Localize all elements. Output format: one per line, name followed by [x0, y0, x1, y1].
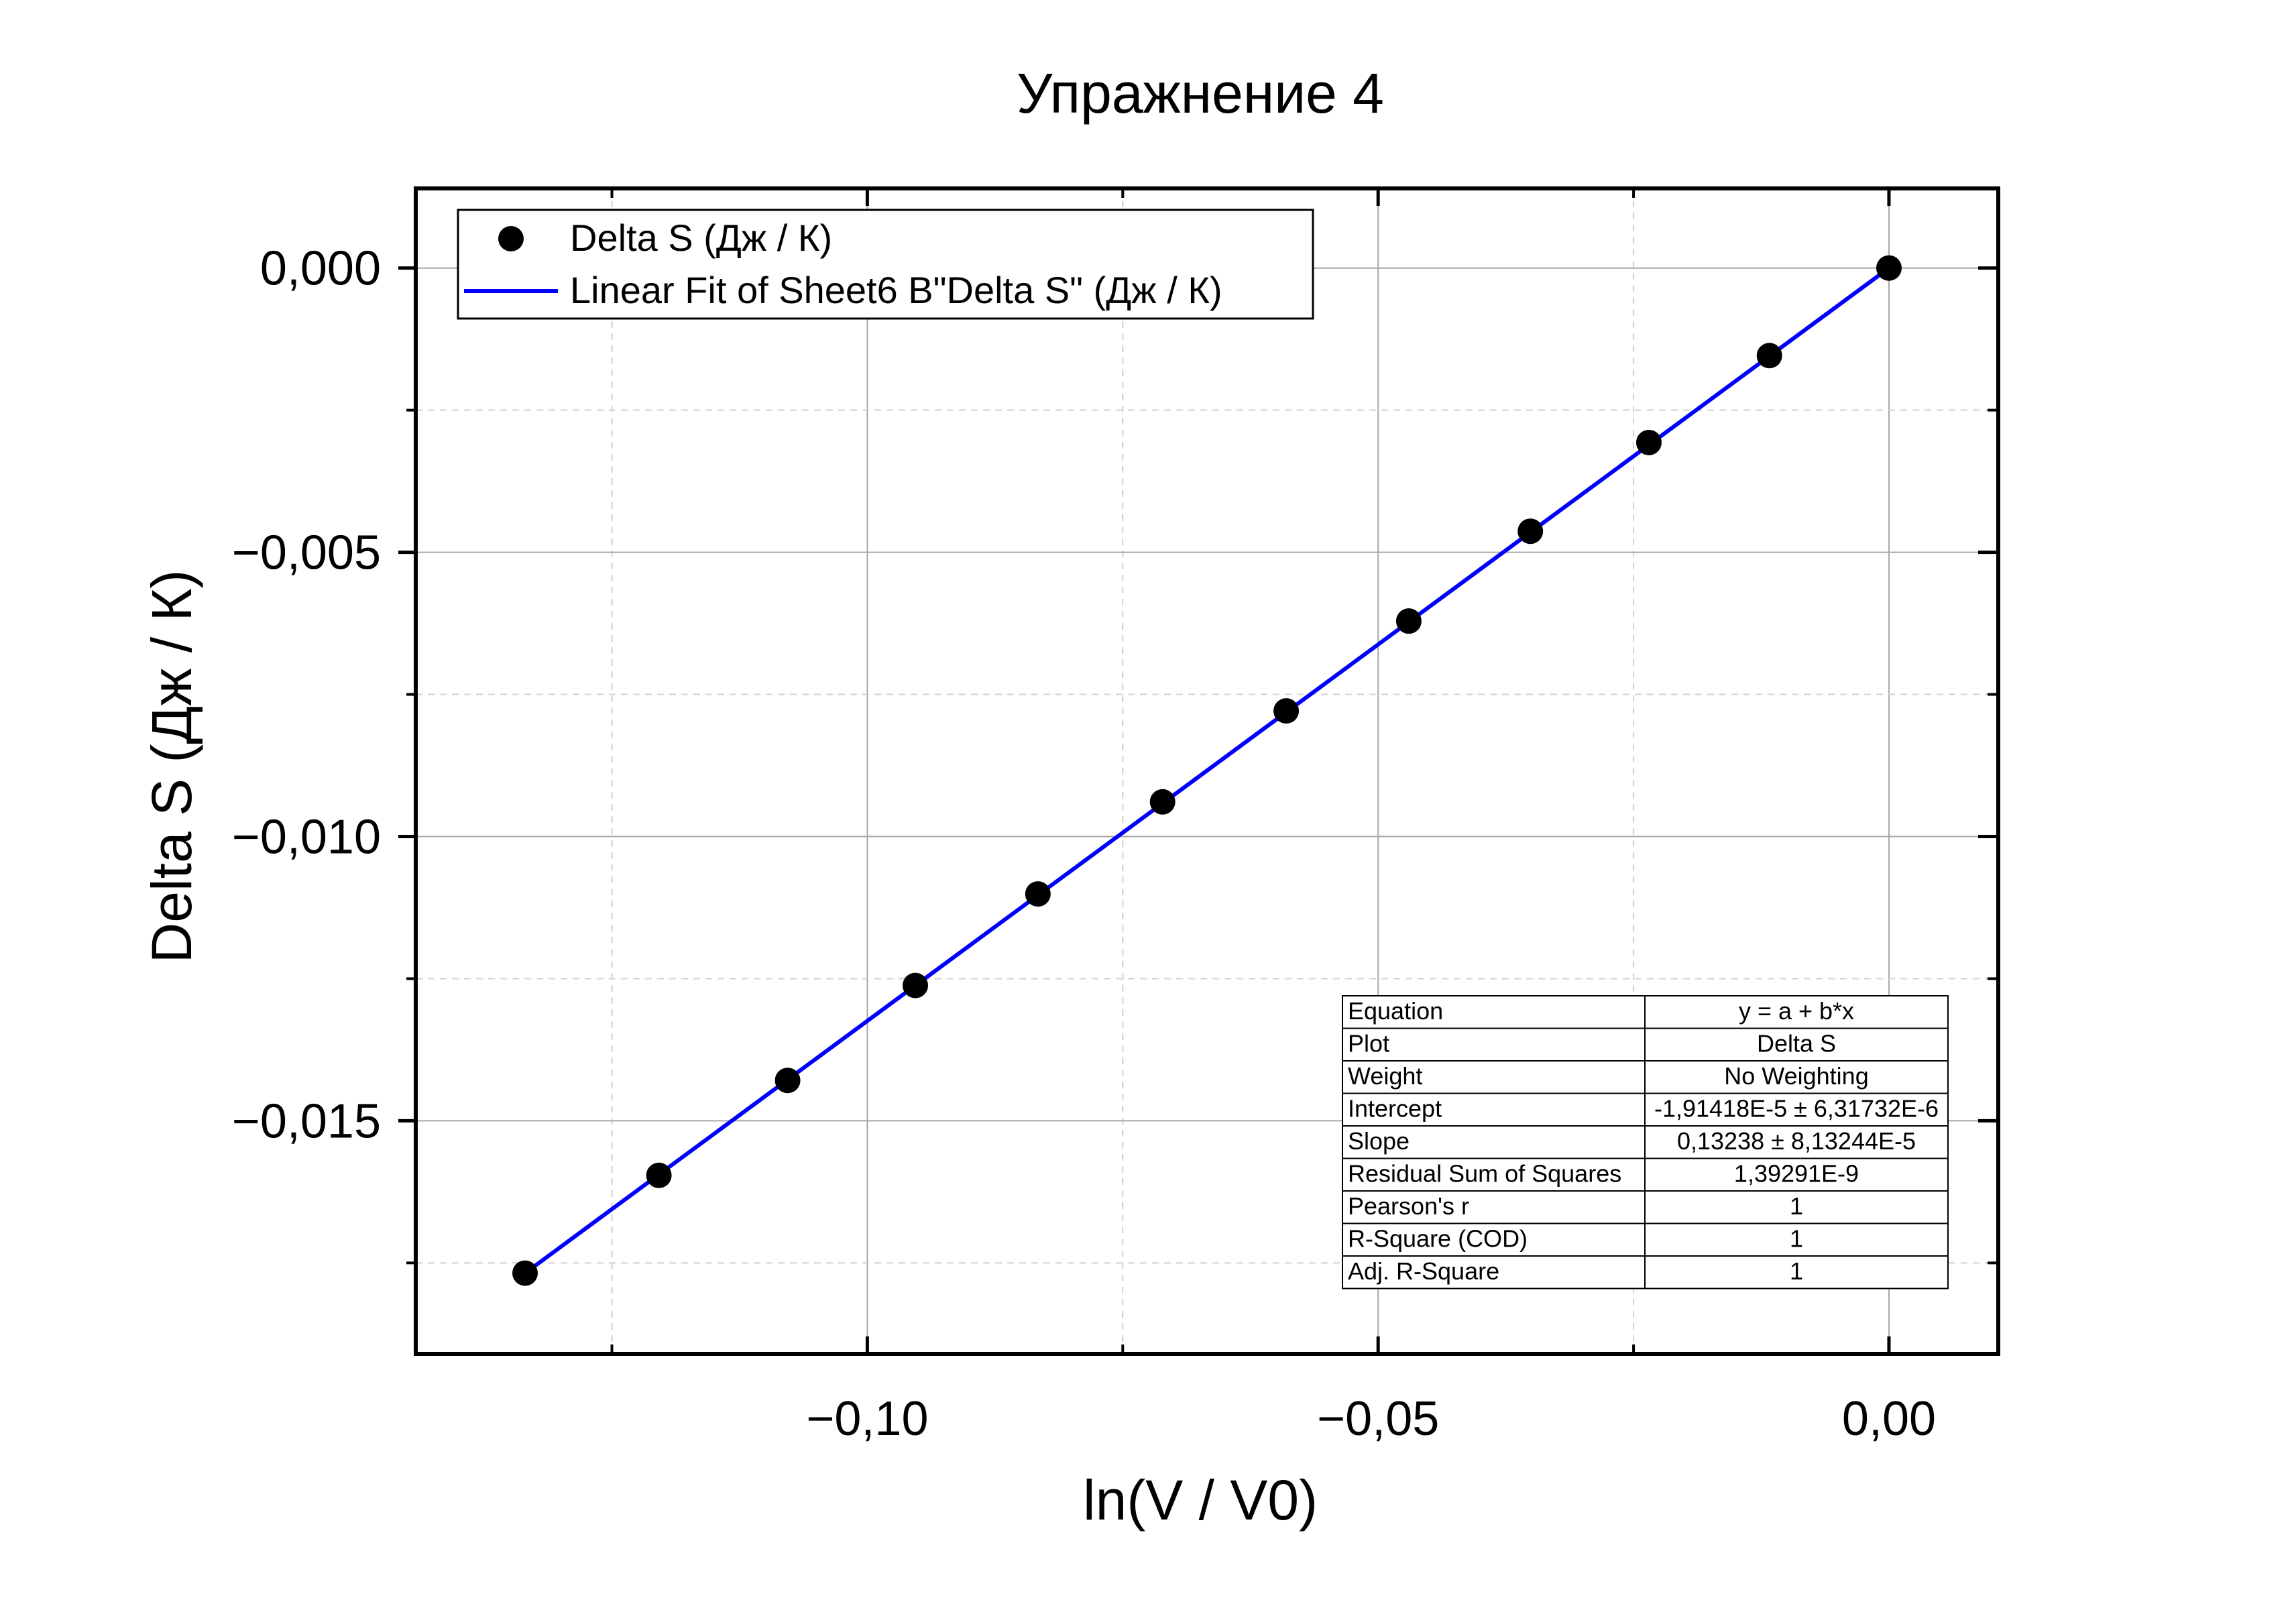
chart-title: Упражнение 4 — [1017, 62, 1384, 125]
fit-table-label: Equation — [1348, 997, 1443, 1025]
legend-label-fit: Linear Fit of Sheet6 B"Delta S" (Дж / К) — [570, 269, 1222, 311]
data-point — [1517, 518, 1544, 545]
data-point — [1876, 255, 1902, 281]
fit-table-value: 1 — [1790, 1257, 1803, 1285]
fit-table-value: -1,91418E-5 ± 6,31732E-6 — [1654, 1094, 1939, 1122]
y-tick-label: −0,015 — [232, 1094, 381, 1148]
data-point — [646, 1162, 672, 1188]
data-point — [1756, 343, 1782, 369]
data-point — [1025, 881, 1051, 907]
fit-table-value: 1 — [1790, 1192, 1803, 1220]
plot-area-series — [512, 255, 1902, 1286]
y-axis-label: Delta S (Дж / К) — [140, 570, 203, 964]
x-tick-label: −0,05 — [1317, 1392, 1439, 1446]
fit-table-label: Pearson's r — [1348, 1192, 1469, 1220]
axis-ticks: −0,10 −0,05 0,00 0,000 −0,005 −0,010 −0,015 — [232, 188, 1998, 1446]
data-point — [1149, 789, 1175, 815]
fit-table-value: y = a + b*x — [1739, 997, 1854, 1025]
x-axis-label: ln(V / V0) — [1083, 1469, 1318, 1532]
fit-table-label: Slope — [1348, 1127, 1410, 1155]
legend-label-points: Delta S (Дж / К) — [570, 217, 832, 259]
fit-table-label: Residual Sum of Squares — [1348, 1159, 1621, 1187]
fit-table-value: 0,13238 ± 8,13244E-5 — [1677, 1127, 1916, 1155]
data-point — [512, 1260, 538, 1286]
data-point — [1395, 608, 1422, 634]
legend-box — [457, 209, 1314, 320]
data-point — [1273, 698, 1300, 724]
fit-table-label: Intercept — [1348, 1094, 1442, 1122]
y-tick-label: −0,005 — [232, 526, 381, 580]
plot-frame — [414, 186, 2000, 1356]
fit-table-value: 1,39291E-9 — [1734, 1159, 1859, 1187]
data-point — [1635, 429, 1662, 455]
fit-table-value: 1 — [1790, 1224, 1803, 1252]
data-point — [774, 1068, 801, 1094]
x-tick-label: −0,10 — [806, 1392, 928, 1446]
fit-line — [524, 266, 1890, 1275]
fit-table-label: Weight — [1348, 1062, 1422, 1090]
fit-table-label: Adj. R-Square — [1348, 1257, 1499, 1285]
legend: Delta S (Дж / К) Linear Fit of Sheet6 B"… — [457, 209, 1314, 320]
data-point — [903, 972, 929, 998]
y-tick-label: −0,010 — [232, 810, 381, 864]
x-tick-label: 0,00 — [1842, 1392, 1936, 1446]
fit-table-label: Plot — [1348, 1029, 1389, 1057]
fit-table-value: No Weighting — [1724, 1062, 1868, 1090]
fit-table-value: Delta S — [1757, 1029, 1836, 1057]
legend-marker-points — [498, 226, 524, 251]
y-tick-label: 0,000 — [260, 242, 381, 296]
fit-results-table: Equation y = a + b*x Plot Delta S Weight No W… — [1342, 995, 1949, 1290]
fit-table-label: R-Square (COD) — [1348, 1224, 1528, 1252]
